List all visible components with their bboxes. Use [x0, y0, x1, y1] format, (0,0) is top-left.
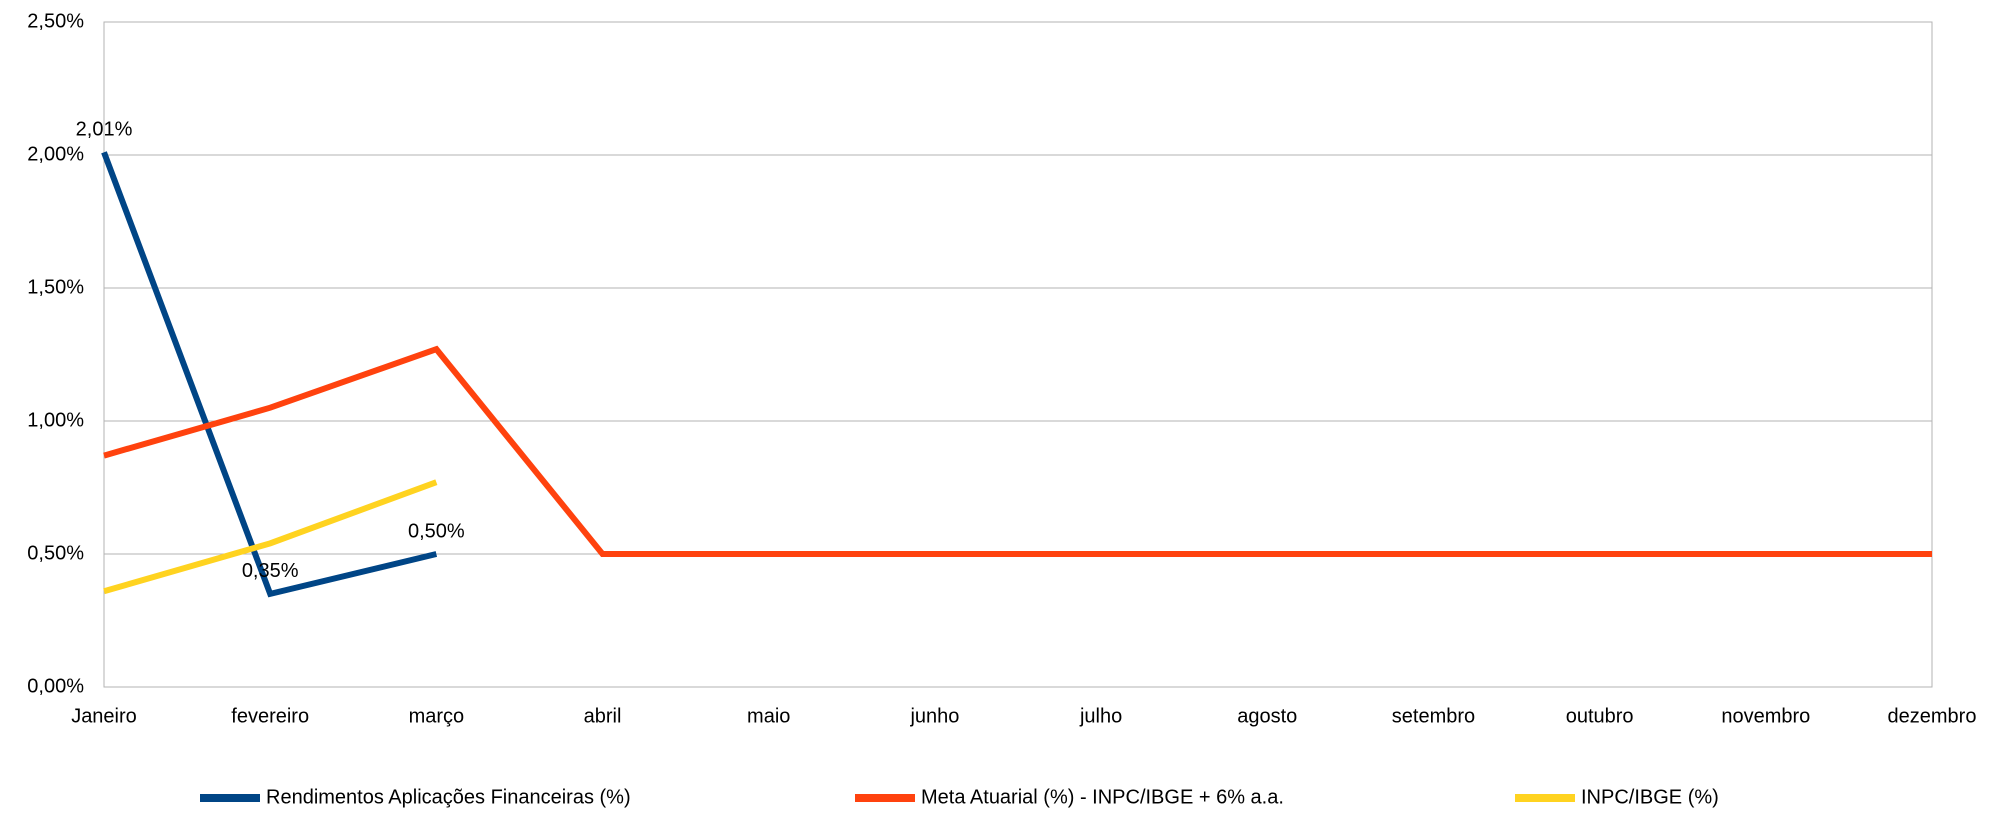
x-tick-label: dezembro [1888, 705, 1977, 727]
y-tick-label: 1,00% [27, 409, 84, 431]
x-tick-label: junho [909, 705, 959, 727]
x-tick-label: setembro [1392, 705, 1475, 727]
y-tick-label: 2,00% [27, 143, 84, 165]
data-label: 0,50% [408, 520, 465, 542]
x-tick-label: outubro [1566, 705, 1634, 727]
x-tick-label: fevereiro [231, 705, 309, 727]
y-tick-label: 1,50% [27, 276, 84, 298]
x-tick-label: março [409, 705, 465, 727]
series-line [103, 345, 1932, 557]
y-tick-label: 2,50% [27, 10, 84, 32]
x-tick-label: julho [1079, 705, 1122, 727]
legend-label: INPC/IBGE (%) [1581, 786, 1719, 808]
x-tick-label: maio [747, 705, 790, 727]
y-tick-label: 0,00% [27, 675, 84, 697]
x-tick-label: abril [584, 705, 622, 727]
data-label: 2,01% [76, 119, 133, 141]
legend-label: Meta Atuarial (%) - INPC/IBGE + 6% a.a. [921, 786, 1284, 808]
series-line [103, 479, 438, 595]
data-label: 0,35% [242, 560, 299, 582]
y-tick-label: 0,50% [27, 542, 84, 564]
series-line [101, 151, 438, 598]
x-tick-label: agosto [1237, 705, 1297, 727]
x-tick-label: Janeiro [71, 705, 137, 727]
x-tick-label: novembro [1721, 705, 1810, 727]
legend-label: Rendimentos Aplicações Financeiras (%) [266, 786, 631, 808]
plot-frame [103, 21, 1933, 688]
